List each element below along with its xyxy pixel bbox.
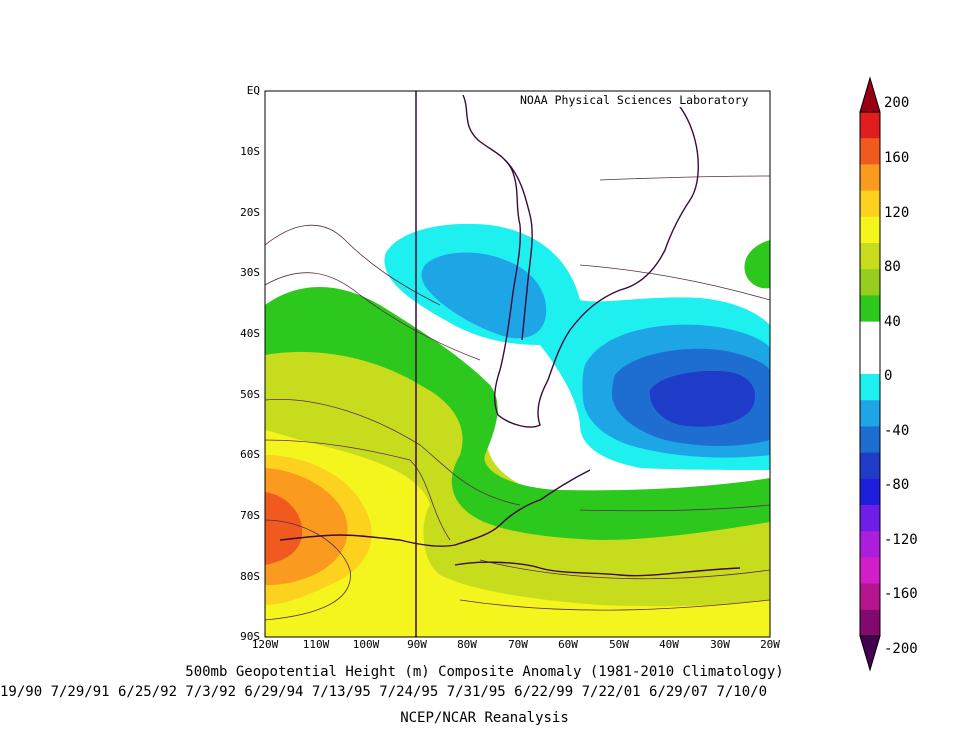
colorbar-swatch — [860, 557, 880, 585]
lon-label: 60W — [558, 638, 578, 651]
colorbar-swatch — [860, 531, 880, 558]
colorbar-label: 120 — [884, 205, 910, 221]
colorbar-label: 160 — [884, 150, 910, 166]
lat-label: 10S — [240, 145, 260, 158]
colorbar-swatch — [860, 609, 880, 637]
colorbar-swatch — [860, 426, 880, 454]
colorbar-swatch — [860, 190, 880, 218]
colorbar-swatch — [860, 374, 880, 401]
lat-label: 80S — [240, 570, 260, 583]
lon-label: 100W — [352, 638, 380, 651]
colorbar-swatch — [860, 321, 880, 349]
fill-neg80-north — [421, 252, 547, 339]
colorbar-label: 200 — [884, 95, 910, 111]
fill-neg160-east — [649, 370, 756, 427]
credit-label: NOAA Physical Sciences Laboratory — [518, 93, 751, 107]
colorbar-label: -120 — [884, 532, 918, 548]
lat-label: 50S — [240, 388, 260, 401]
colorbar-label: 40 — [884, 314, 901, 330]
lon-label: 30W — [710, 638, 730, 651]
colorbar-label: 0 — [884, 368, 893, 384]
lon-label: 120W — [251, 638, 279, 651]
colorbar-top-arrow — [859, 76, 881, 113]
colorbar-label: -160 — [884, 586, 918, 602]
lat-label: 60S — [240, 448, 260, 461]
colorbar-swatch — [860, 164, 880, 192]
lon-label: 40W — [659, 638, 679, 651]
colorbar-swatch — [860, 243, 880, 270]
coastlines — [279, 94, 741, 577]
colorbar-swatch — [860, 112, 880, 139]
lon-label: 70W — [508, 638, 528, 651]
lat-label: 30S — [240, 266, 260, 279]
composite-dates: 19/90 7/29/91 6/25/92 7/3/92 6/29/94 7/1… — [0, 684, 768, 700]
colorbar-label: -40 — [884, 423, 910, 439]
lat-label: 20S — [240, 206, 260, 219]
south-america-coast — [462, 94, 699, 428]
colorbar-label: 80 — [884, 259, 901, 275]
lat-label: 90S — [240, 630, 260, 643]
colorbar-swatch — [860, 505, 880, 532]
colorbar-frame — [859, 111, 881, 637]
lon-label: 50W — [609, 638, 629, 651]
colorbar-swatch — [860, 400, 880, 427]
lat-label: 40S — [240, 327, 260, 340]
colorbar-swatch — [860, 478, 880, 506]
fill-40-south — [265, 286, 770, 540]
map-frame — [264, 90, 771, 638]
colorbar-swatch — [860, 583, 880, 611]
colorbar-swatch — [860, 269, 880, 296]
lon-label: 20W — [760, 638, 780, 651]
lat-label: EQ — [246, 84, 260, 97]
figure-title: 500mb Geopotential Height (m) Composite … — [185, 664, 784, 680]
lon-label: 90W — [407, 638, 427, 651]
lon-label: 80W — [457, 638, 477, 651]
colorbar-swatch — [860, 216, 880, 244]
antarctic-coast — [454, 561, 741, 577]
colorbar-swatch — [860, 138, 880, 165]
colorbar-label: -80 — [884, 477, 910, 493]
lon-label: 110W — [302, 638, 330, 651]
data-source: NCEP/NCAR Reanalysis — [400, 710, 569, 726]
contour-fills — [265, 223, 770, 637]
contour-lines — [265, 175, 770, 621]
colorbar-label: -200 — [884, 641, 918, 657]
lat-label: 70S — [240, 509, 260, 522]
antarctic-peninsula — [279, 469, 591, 547]
colorbar-swatch — [860, 347, 880, 375]
colorbar-swatch — [860, 452, 880, 480]
fill-40-east — [744, 240, 770, 289]
colorbar-swatch — [860, 295, 880, 323]
fill-200 — [265, 492, 303, 565]
colorbar — [859, 76, 881, 672]
andes-border — [504, 159, 533, 341]
